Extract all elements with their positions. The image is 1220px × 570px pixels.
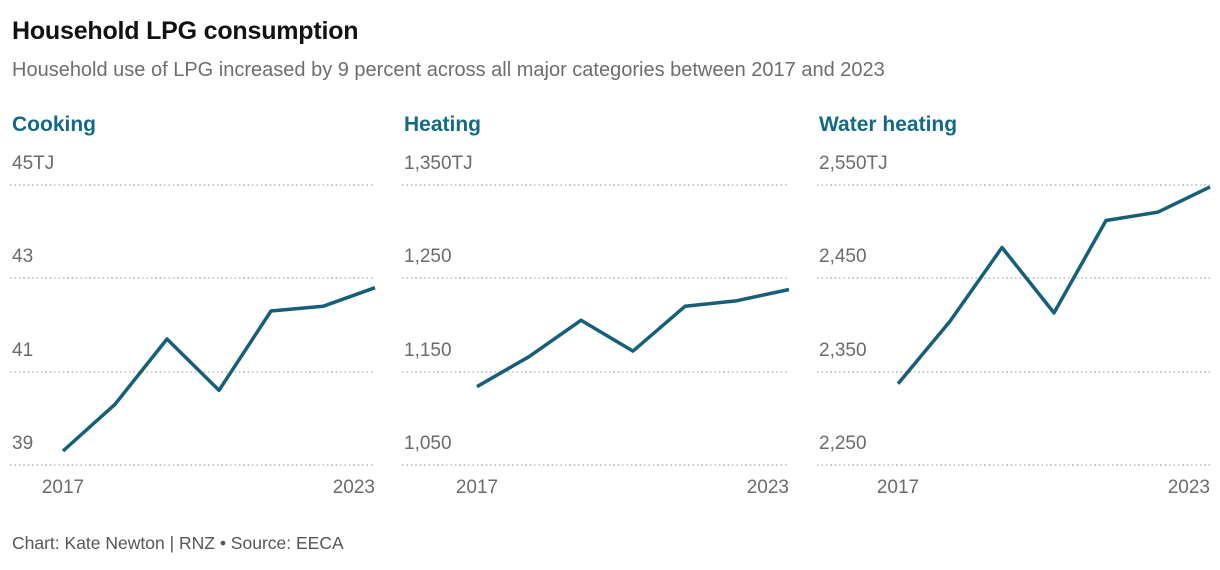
panel-title-heating: Heating — [404, 113, 482, 136]
y-tick-label-heating: 1,150 — [404, 339, 452, 361]
x-tick-label-water-heating-start: 2017 — [876, 477, 920, 498]
line-series-cooking — [61, 286, 376, 453]
x-tick-label-cooking-end: 2023 — [332, 477, 375, 498]
line-series-water-heating — [896, 185, 1211, 385]
y-tick-label-water-heating: 2,450 — [819, 246, 867, 268]
y-tick-label-water-heating: 2,350 — [819, 339, 867, 361]
chart-title: Household LPG consumption — [12, 17, 359, 45]
chart-subtitle: Household use of LPG increased by 9 perc… — [12, 59, 885, 81]
y-tick-label-heating: 1,250 — [404, 246, 452, 268]
y-tick-label-cooking: 39 — [12, 433, 34, 454]
gridline-water-heating — [817, 370, 1210, 373]
y-tick-label-cooking: 41 — [12, 339, 34, 361]
gridline-cooking — [10, 464, 375, 466]
gridline-water-heating — [817, 277, 1210, 280]
chart-footer: Chart: Kate Newton | RNZ • Source: EECA — [12, 533, 344, 553]
panel-title-cooking: Cooking — [12, 113, 96, 136]
y-tick-label-heating: 1,350TJ — [404, 153, 473, 174]
gridline-heating — [402, 370, 789, 373]
panel-title-water-heating: Water heating — [819, 113, 958, 136]
x-tick-label-cooking-start: 2017 — [41, 477, 85, 498]
y-tick-label-heating: 1,050 — [404, 433, 452, 454]
gridline-cooking — [10, 370, 375, 373]
y-tick-label-cooking: 45TJ — [12, 153, 55, 174]
gridline-heating — [402, 184, 789, 186]
y-tick-label-water-heating: 2,250 — [819, 433, 867, 454]
gridline-heating — [402, 464, 789, 466]
gridline-water-heating — [817, 464, 1210, 466]
x-tick-label-water-heating-end: 2023 — [1167, 477, 1210, 498]
y-tick-label-water-heating: 2,550TJ — [819, 153, 888, 174]
gridline-cooking — [10, 184, 375, 186]
gridline-cooking — [10, 277, 375, 280]
gridline-heating — [402, 277, 789, 280]
gridline-water-heating — [817, 184, 1210, 186]
x-tick-label-heating-end: 2023 — [746, 477, 789, 498]
x-tick-label-heating-start: 2017 — [455, 477, 499, 498]
y-tick-label-cooking: 43 — [12, 246, 34, 268]
